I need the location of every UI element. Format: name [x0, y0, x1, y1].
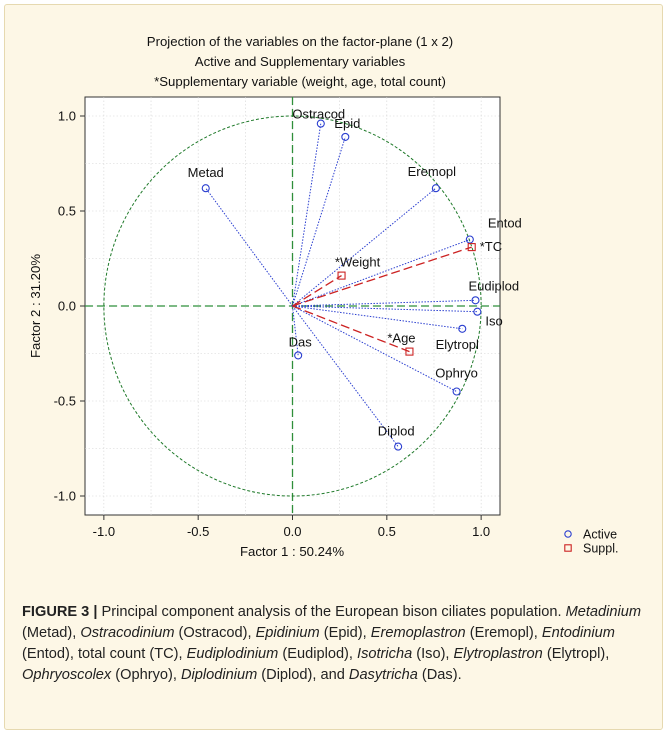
point-tc — [467, 243, 476, 252]
chart-title-line: Projection of the variables on the facto… — [147, 34, 453, 49]
point-label-eudiplod: Eudiplod — [468, 278, 519, 293]
caption-separator: | — [89, 604, 102, 620]
caption-segment: (Metad), — [22, 625, 81, 641]
y-tick-label: -0.5 — [54, 394, 76, 409]
caption-text: Principal component analysis of the Euro… — [22, 604, 641, 683]
point-eudiplod — [471, 296, 480, 305]
point-das — [294, 351, 303, 360]
caption-taxon-name: Elytroplastron — [453, 646, 543, 662]
point-metad — [201, 184, 210, 193]
vector-ostracod — [292, 123, 322, 307]
caption-segment: (Elytropl), — [542, 646, 610, 662]
y-tick-label: 0.0 — [58, 299, 76, 314]
vector-diplod — [292, 305, 399, 447]
caption-segment: (Diplod), and — [257, 667, 349, 683]
point-label-tc: *TC — [480, 239, 502, 254]
caption-segment: (Ophryo), — [111, 667, 181, 683]
caption-taxon-name: Eremoplastron — [370, 625, 466, 641]
point-label-entod: Entod — [488, 216, 522, 231]
point-label-weight: *Weight — [335, 255, 381, 270]
point-ostracod — [316, 119, 325, 128]
caption-segment: (Eudiplod), — [278, 646, 358, 662]
x-tick-label: -1.0 — [93, 524, 115, 539]
caption-taxon-name: Entodinium — [541, 625, 615, 641]
point-label-ostracod: Ostracod — [292, 107, 345, 122]
vector-weight — [292, 275, 342, 307]
point-label-epid: Epid — [334, 116, 360, 131]
x-tick-label: 0.0 — [283, 524, 301, 539]
point-iso — [473, 307, 482, 316]
point-label-ophryo: Ophryo — [435, 366, 478, 381]
legend-label: Suppl. — [583, 542, 618, 556]
point-weight — [337, 271, 346, 280]
figure-label: FIGURE 3 — [22, 604, 90, 620]
point-label-das: Das — [289, 334, 313, 349]
vector-eudiplod — [292, 299, 476, 307]
vector-metad — [205, 187, 293, 307]
y-tick-label: -1.0 — [54, 489, 76, 504]
point-entod — [465, 235, 474, 244]
point-elytropl — [458, 324, 467, 333]
y-axis-label: Factor 2 : 31.20% — [28, 254, 43, 358]
point-label-age: *Age — [387, 331, 415, 346]
point-label-eremopl: Eremopl — [408, 164, 457, 179]
pca-chart: Projection of the variables on the facto… — [28, 34, 618, 559]
x-axis-label: Factor 1 : 50.24% — [240, 544, 344, 559]
caption-segment: (Entod), total count (TC), — [22, 646, 187, 662]
figure-caption: FIGURE 3 | Principal component analysis … — [22, 602, 647, 686]
chart-title-line: *Supplementary variable (weight, age, to… — [154, 74, 446, 89]
vector-das — [292, 305, 299, 356]
chart-container: Projection of the variables on the facto… — [28, 34, 618, 559]
point-eremopl — [431, 184, 440, 193]
caption-taxon-name: Diplodinium — [180, 667, 258, 683]
vector-age — [292, 305, 410, 353]
legend-marker-active — [564, 530, 572, 538]
caption-segment: (Eremopl), — [465, 625, 542, 641]
vector-ophryo — [292, 305, 457, 392]
point-label-metad: Metad — [188, 165, 224, 180]
caption-taxon-name: Epidinium — [255, 625, 320, 641]
point-label-iso: Iso — [485, 314, 502, 329]
caption-taxon-name: Eudiplodinium — [186, 646, 279, 662]
chart-title-line: Active and Supplementary variables — [195, 54, 406, 69]
point-age — [405, 347, 414, 356]
caption-segment: (Das). — [417, 667, 462, 683]
caption-taxon-name: Dasytricha — [348, 667, 418, 683]
vector-epid — [292, 136, 346, 307]
x-tick-label: 1.0 — [472, 524, 490, 539]
caption-taxon-name: Isotricha — [357, 646, 413, 662]
point-ophryo — [452, 387, 461, 396]
legend-label: Active — [583, 528, 617, 542]
x-tick-label: -0.5 — [187, 524, 209, 539]
caption-segment: (Iso), — [412, 646, 454, 662]
caption-segment: (Epid), — [319, 625, 371, 641]
point-label-elytropl: Elytropl — [436, 337, 479, 352]
caption-segment: (Ostracod), — [174, 625, 256, 641]
vector-tc — [292, 246, 472, 307]
vector-eremopl — [292, 187, 437, 307]
point-epid — [341, 132, 350, 141]
point-diplod — [394, 442, 403, 451]
legend-marker-suppl — [564, 544, 572, 552]
vector-iso — [292, 305, 478, 313]
caption-segment: Principal component analysis of the Euro… — [101, 604, 566, 620]
point-label-diplod: Diplod — [378, 424, 415, 439]
x-tick-label: 0.5 — [378, 524, 396, 539]
unit-circle — [103, 115, 482, 497]
caption-taxon-name: Ostracodinium — [80, 625, 175, 641]
caption-taxon-name: Ophryoscolex — [22, 667, 112, 683]
y-tick-label: 1.0 — [58, 109, 76, 124]
caption-taxon-name: Metadinium — [565, 604, 641, 620]
y-tick-label: 0.5 — [58, 204, 76, 219]
